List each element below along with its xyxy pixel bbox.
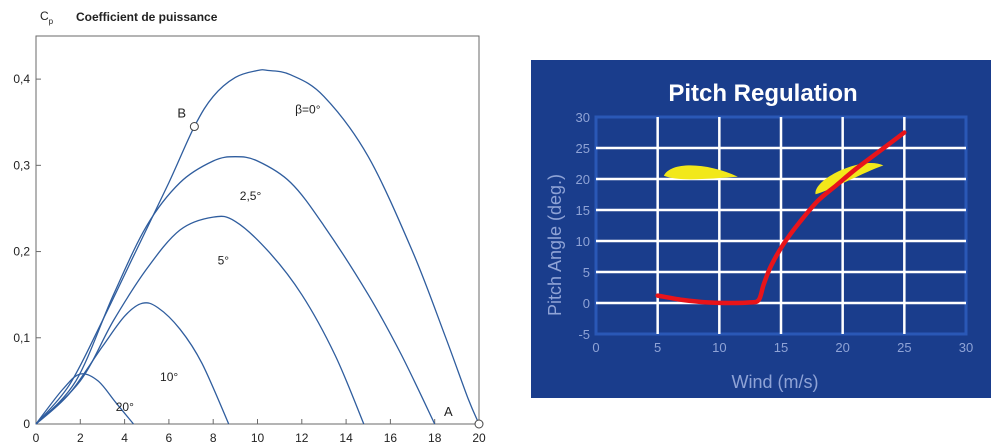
- pitch-x-tick-label: 10: [712, 340, 726, 355]
- pitch-angle-line: [655, 130, 907, 306]
- left-series-group: β=0° 2,5° 5° 10° 20°: [35, 69, 480, 425]
- pitch-y-tick-label: 0: [583, 296, 590, 311]
- left-annotation-group: BA: [177, 106, 484, 429]
- power-curve-line: [35, 215, 365, 425]
- pitch-chart-title: Pitch Regulation: [668, 80, 857, 107]
- pitch-y-axis-label: Pitch Angle (deg.): [545, 174, 565, 316]
- pitch-x-tick-label: 25: [897, 340, 911, 355]
- power-curve-line: [35, 302, 230, 425]
- x-tick-label: 6: [166, 431, 173, 445]
- y-axis-label: Cp: [40, 9, 54, 26]
- x-tick-label: 20: [472, 431, 486, 445]
- left-chart-title: Coefficient de puissance: [76, 10, 218, 24]
- x-tick-label: 8: [210, 431, 217, 445]
- power-curve-line: [35, 156, 436, 425]
- y-axis-label-main: C: [40, 9, 49, 23]
- pitch-x-tick-label: 5: [654, 340, 661, 355]
- pitch-x-tick-label: 15: [774, 340, 788, 355]
- y-tick-label: 0,1: [13, 331, 30, 345]
- power-curve-line: [35, 69, 480, 425]
- x-tick-label: 0: [33, 431, 40, 445]
- power-curve-line: [35, 373, 134, 425]
- pitch-series-group: [655, 130, 907, 306]
- left-plot-frame: [35, 35, 480, 425]
- power-curve-label: β=0°: [295, 103, 321, 117]
- x-tick-label: 2: [77, 431, 84, 445]
- blade-icon-low-wind: [663, 165, 738, 180]
- power-coefficient-chart: Cp Coefficient de puissance 0 2 4 6 8 10 12 14 1…: [13, 9, 486, 445]
- y-axis-label-sub: p: [49, 17, 54, 26]
- power-curve-label: 10°: [160, 370, 178, 384]
- x-tick-label: 14: [339, 431, 353, 445]
- power-curve-label: 5°: [218, 253, 230, 267]
- pitch-x-tick-label: 30: [959, 340, 973, 355]
- annotation-marker: [189, 122, 199, 132]
- power-curve-label: 2,5°: [240, 189, 262, 203]
- pitch-y-tick-label: 5: [583, 265, 590, 280]
- x-tick-label: 16: [384, 431, 398, 445]
- power-curve-label: 20°: [116, 400, 134, 414]
- annotation-label: B: [177, 106, 186, 121]
- pitch-grid-group: [594, 115, 968, 336]
- pitch-y-tick-label: 30: [576, 110, 590, 125]
- pitch-x-axis-label: Wind (m/s): [732, 372, 819, 392]
- x-tick-label: 4: [121, 431, 128, 445]
- pitch-y-tick-label: 10: [576, 234, 590, 249]
- y-tick-label: 0,3: [13, 158, 30, 172]
- pitch-y-tick-label: 25: [576, 141, 590, 156]
- annotation-label: A: [444, 404, 453, 419]
- x-tick-label: 10: [251, 431, 265, 445]
- x-tick-label: 18: [428, 431, 442, 445]
- pitch-y-tick-label: 15: [576, 203, 590, 218]
- pitch-regulation-chart: Pitch Regulation 0 5 10 15 20 25 30-5051015202…: [531, 60, 991, 398]
- pitch-panel-background: [531, 60, 991, 398]
- pitch-y-tick-label: 20: [576, 172, 590, 187]
- pitch-x-tick-label: 20: [835, 340, 849, 355]
- pitch-x-tick-label: 0: [592, 340, 599, 355]
- x-tick-label: 12: [295, 431, 309, 445]
- annotation-marker: [474, 419, 484, 429]
- pitch-y-tick-label: -5: [578, 327, 590, 342]
- y-tick-label: 0,2: [13, 245, 30, 259]
- y-tick-label: 0: [23, 417, 30, 431]
- y-tick-label: 0,4: [13, 72, 30, 86]
